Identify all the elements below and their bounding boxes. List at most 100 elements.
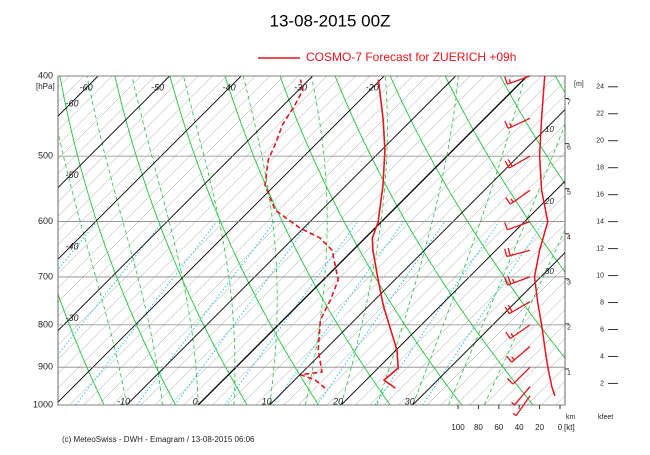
wind-barb [504,155,531,169]
hatch-line [58,76,227,246]
hatch-line [58,76,199,217]
y-tick-label: 600 [38,216,53,226]
km-tick-label: 7 [567,99,571,106]
hatch-line [183,76,514,405]
x-tick-label: 20 [332,396,343,406]
hatch-line [0,76,12,405]
chart-title: 13-08-2015 00Z [270,11,391,30]
x-tick-label: 30 [405,396,415,406]
wind-axis-label: [kt] [564,423,575,432]
wind-barb [504,75,531,85]
hatch-line [455,295,565,405]
kfeet-tick-label: 20 [596,138,604,145]
x-tick-label-left: -30 [65,313,78,323]
x-tick-label-left: -40 [65,241,78,251]
kfeet-tick-label: 22 [596,111,604,118]
hatch-line [0,76,55,405]
hatch-line [58,76,270,289]
wind-barb [504,276,531,286]
wind-speed-line [533,75,556,397]
km-tick-label: 3 [567,280,571,287]
temperature-line [371,79,400,389]
hatch-line [599,76,650,405]
x-tick-label: 10 [262,396,272,406]
hatch-line [58,76,70,88]
isotherm [340,180,565,405]
wind-tick-label: 40 [515,423,524,432]
kfeet-tick-label: 4 [600,353,604,360]
wind-barb [512,395,531,417]
hatch-line [140,76,471,405]
hatch-line [58,76,99,117]
x-tick-label-top: -30 [294,82,307,92]
hatch-line [298,137,565,405]
hatch-line [541,381,565,405]
x-tick-label-top: -50 [151,82,164,92]
hatch-line [58,76,356,374]
hatch-line [58,76,142,160]
mixing-ratio-line [58,221,164,356]
dry-adiabat [58,292,105,405]
km-tick-label: 4 [567,235,571,242]
kfeet-tick-label: 16 [596,191,604,198]
hatch-line [97,76,428,405]
y-axis-label: [hPa] [36,82,55,91]
mixing-ratio-line [272,221,405,405]
wind-barb [504,247,531,258]
hatch-line [69,76,399,405]
hatch-line [570,76,650,405]
x-tick-label: -10 [117,396,130,406]
hatch-line [613,76,650,405]
hatch-line [58,76,170,188]
km-unit-label: km [566,414,576,421]
hatch-line [58,76,113,131]
hatch-line [283,123,565,405]
hatch-line [155,76,485,405]
wind-tick-label: 20 [535,423,544,432]
hatch-line [627,76,650,405]
hatch-line [83,76,413,405]
moist-adiabat [412,76,526,405]
kfeet-tick-label: 18 [596,165,604,172]
footer: (c) MeteoSwiss - DWH - Emagram / 13-08-2… [62,435,255,444]
moist-adiabat [131,76,199,405]
hatch-line [584,76,650,405]
hatch-line [312,152,565,405]
isotherm [269,109,565,405]
x-tick-label-top: -60 [80,82,93,92]
wind-tick-label: 60 [494,423,503,432]
hatch-line [240,80,565,405]
moist-adiabat [305,76,328,405]
hatch-line [498,338,565,405]
isotherm [412,252,565,405]
hatch-line [383,223,565,405]
dry-adiabat [0,76,33,405]
x-tick-label-left: -50 [65,170,78,180]
hatch-line [112,76,442,405]
moist-adiabat [58,130,127,405]
kfeet-axis-label: kfeet [598,414,613,421]
hatch-line [58,76,256,274]
hatch-line [469,309,565,405]
wind-tick-label: 80 [474,423,483,432]
isotherm [58,76,242,260]
isotherm [197,76,528,405]
hatch-line [226,76,556,405]
hatch-line [58,76,342,360]
hatch-line [0,76,27,405]
moist-adiabat [376,76,459,405]
kfeet-tick-label: 8 [600,299,604,306]
hatch-line [398,238,565,405]
x-tick-label-top: -40 [223,82,236,92]
hatch-line [0,76,41,405]
wind-barb [511,386,531,406]
kfeet-tick-label: 6 [600,326,604,333]
hatch-line [326,166,565,405]
y-tick-label: 900 [38,362,53,372]
annotation: 30 [545,267,554,276]
y-tick-label: 400 [38,70,53,80]
wind-barb [505,346,531,363]
y-tick-label: 1000 [33,399,53,409]
km-tick-label: 6 [567,144,571,151]
hatch-line [58,76,156,174]
